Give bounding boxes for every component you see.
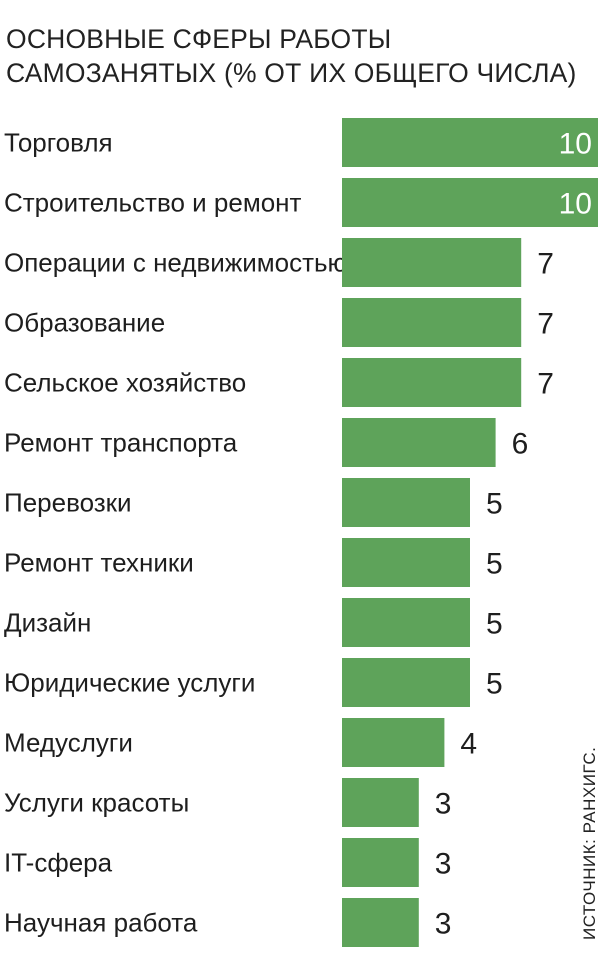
value-label: 10 [559, 188, 592, 221]
value-label: 5 [486, 608, 503, 641]
bar [342, 718, 445, 767]
category-label: Медуслуги [4, 728, 133, 758]
source-note: ИСТОЧНИК: РАНХИГС. [580, 746, 598, 940]
category-label: Образование [4, 308, 165, 338]
bar [342, 838, 419, 887]
category-label: Перевозки [4, 488, 132, 518]
bar [342, 538, 470, 587]
value-label: 3 [435, 788, 452, 821]
category-label: Торговля [4, 128, 113, 158]
bar [342, 118, 598, 167]
chart-title: ОСНОВНЫЕ СФЕРЫ РАБОТЫ САМОЗАНЯТЫХ (% ОТ … [6, 22, 596, 90]
category-label: Сельское хозяйство [4, 368, 246, 398]
value-label: 10 [559, 128, 592, 161]
bar [342, 778, 419, 827]
category-label: Услуги красоты [4, 788, 189, 818]
value-label: 5 [486, 488, 503, 521]
bar [342, 898, 419, 947]
value-label: 5 [486, 668, 503, 701]
category-label: IT-сфера [4, 848, 113, 878]
category-label: Строительство и ремонт [4, 188, 302, 218]
value-label: 7 [537, 248, 554, 281]
category-label: Юридические услуги [4, 668, 255, 698]
value-label: 6 [512, 428, 529, 461]
value-label: 7 [537, 368, 554, 401]
value-label: 3 [435, 848, 452, 881]
bar [342, 658, 470, 707]
bar [342, 598, 470, 647]
value-label: 3 [435, 908, 452, 941]
bar [342, 298, 522, 347]
bar [342, 478, 470, 527]
chart-title-line-2: САМОЗАНЯТЫХ (% ОТ ИХ ОБЩЕГО ЧИСЛА) [6, 58, 577, 88]
category-label: Операции с недвижимостью [4, 248, 347, 278]
chart-title-line-1: ОСНОВНЫЕ СФЕРЫ РАБОТЫ [6, 24, 392, 54]
category-label: Ремонт техники [4, 548, 194, 578]
value-label: 5 [486, 548, 503, 581]
bar [342, 358, 522, 407]
bar [342, 418, 496, 467]
bar [342, 238, 522, 287]
bar [342, 178, 598, 227]
category-label: Ремонт транспорта [4, 428, 238, 458]
category-label: Научная работа [4, 908, 198, 938]
value-label: 7 [537, 308, 554, 341]
category-label: Дизайн [4, 608, 91, 638]
value-label: 4 [460, 728, 477, 761]
